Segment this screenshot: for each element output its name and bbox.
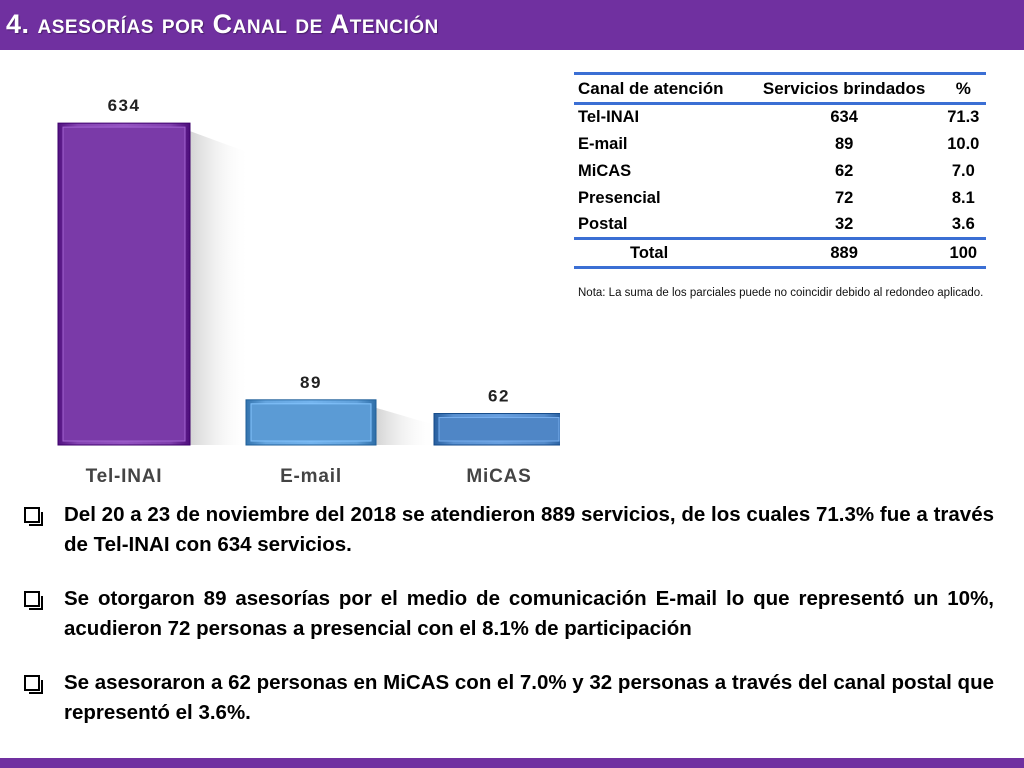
bullet-text: Se asesoraron a 62 personas en MiCAS con… <box>64 671 994 724</box>
footer-bar <box>0 758 1024 768</box>
bar-inner-bevel <box>250 403 372 442</box>
bullet-item: Del 20 a 23 de noviembre del 2018 se ate… <box>22 500 994 560</box>
table-cell: 8.1 <box>951 188 975 207</box>
table-cell: Presencial <box>578 188 661 207</box>
table-cell: Tel-INAI <box>578 108 640 127</box>
table-row: Postal 32 3.6 <box>574 212 986 239</box>
bar-shadow <box>376 407 436 445</box>
checkbox-bullet-icon <box>24 507 43 526</box>
table-header-cell: Canal de atención <box>574 72 748 105</box>
bullet-item: Se otorgaron 89 asesorías por el medio d… <box>22 584 994 644</box>
table-cell: 72 <box>834 188 854 207</box>
table-header-cell: % <box>940 72 986 105</box>
table-cell: 62 <box>834 161 854 180</box>
bullet-item: Se asesoraron a 62 personas en MiCAS con… <box>22 668 994 728</box>
table-row: E-mail 89 10.0 <box>574 131 986 158</box>
bullet-list: Del 20 a 23 de noviembre del 2018 se ate… <box>22 500 994 752</box>
table-total-label: Total <box>574 237 748 269</box>
table-header-cell: Servicios brindados <box>747 72 941 105</box>
category-label: MiCAS <box>466 466 531 487</box>
bar-shadow <box>190 131 250 445</box>
table-total-row: Total 889 100 <box>574 237 986 269</box>
checkbox-bullet-icon <box>24 591 43 610</box>
table-row: MiCAS 62 7.0 <box>574 158 986 185</box>
table-note: Nota: La suma de los parciales puede no … <box>578 287 984 299</box>
table-cell: MiCAS <box>578 161 632 180</box>
table-cell: 89 <box>834 134 854 153</box>
table-total-value: 889 <box>747 237 941 269</box>
table-total-percent: 100 <box>940 237 986 269</box>
bar-chart: 63489627232 Tel-INAIE-mailMiCASPresencia… <box>57 96 560 487</box>
table-row: Presencial 72 8.1 <box>574 185 986 212</box>
table-cell: Postal <box>578 214 628 233</box>
category-label: Tel-INAI <box>86 466 163 487</box>
category-label: E-mail <box>280 466 342 487</box>
bar-inner-bevel <box>62 126 186 442</box>
data-label: 89 <box>300 373 322 392</box>
page-title: 4. asesorías por Canal de Atención <box>6 9 439 39</box>
table-cell: 71.3 <box>947 108 980 127</box>
table-cell: 32 <box>834 214 854 233</box>
bullet-text: Se otorgaron 89 asesorías por el medio d… <box>64 587 994 640</box>
data-label: 62 <box>488 387 510 406</box>
table-cell: E-mail <box>578 134 628 153</box>
table-cell: 634 <box>830 108 858 127</box>
table-cell: 10.0 <box>947 134 980 153</box>
bar-inner-bevel <box>438 417 560 442</box>
header-bar: 4. asesorías por Canal de Atención <box>0 0 1024 50</box>
table-header-row: Canal de atención Servicios brindados % <box>574 72 986 105</box>
table-cell: 7.0 <box>951 161 975 180</box>
checkbox-bullet-icon <box>24 675 43 694</box>
table-cell: 3.6 <box>951 214 975 233</box>
bullet-text: Del 20 a 23 de noviembre del 2018 se ate… <box>64 503 994 556</box>
data-label: 634 <box>108 96 141 115</box>
data-table: Canal de atención Servicios brindados % … <box>574 72 986 269</box>
table-row: Tel-INAI 634 71.3 <box>574 104 986 131</box>
